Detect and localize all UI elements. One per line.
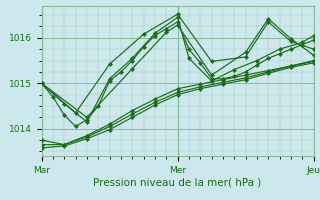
X-axis label: Pression niveau de la mer( hPa ): Pression niveau de la mer( hPa ) (93, 178, 262, 188)
